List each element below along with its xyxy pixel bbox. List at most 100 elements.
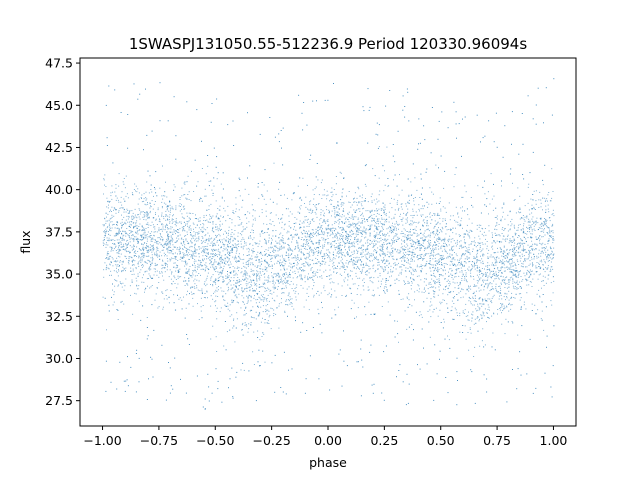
data-point [137, 238, 139, 240]
data-point [158, 282, 160, 283]
data-point [411, 254, 413, 256]
data-point [543, 221, 545, 223]
data-point [385, 281, 387, 283]
data-point [519, 244, 521, 246]
data-point [545, 251, 547, 253]
data-point [293, 265, 295, 267]
data-point [244, 322, 246, 324]
data-point [495, 256, 497, 258]
data-point [334, 290, 336, 292]
data-point [282, 391, 284, 393]
data-point [378, 241, 380, 243]
data-point [120, 246, 122, 248]
data-point [383, 399, 385, 401]
data-point [107, 200, 109, 202]
data-point [516, 287, 518, 289]
data-point [369, 224, 371, 226]
data-point [408, 231, 410, 233]
data-point [169, 258, 171, 260]
data-point [283, 268, 285, 270]
data-point [438, 248, 440, 250]
data-point [166, 196, 168, 198]
data-point [199, 197, 201, 199]
data-point [358, 285, 360, 287]
data-point [366, 247, 368, 249]
data-point [145, 234, 147, 236]
data-point [198, 238, 200, 240]
data-point [545, 254, 546, 256]
data-point [198, 220, 200, 222]
data-point [386, 290, 388, 292]
data-point [348, 260, 350, 262]
data-point [301, 222, 303, 224]
data-point [355, 275, 357, 277]
data-point [303, 306, 305, 308]
data-point [196, 249, 198, 251]
data-point [142, 247, 144, 249]
data-point [219, 258, 220, 260]
data-point [438, 279, 440, 281]
data-point [395, 220, 397, 222]
data-point [145, 197, 147, 199]
data-point [512, 248, 514, 250]
data-point [535, 190, 537, 192]
data-point [524, 259, 526, 261]
data-point [308, 273, 309, 275]
data-point [229, 239, 231, 240]
data-point [495, 242, 497, 244]
data-point [166, 231, 168, 233]
data-point [261, 230, 263, 232]
data-point [147, 217, 149, 219]
data-point [216, 156, 218, 158]
data-point [409, 224, 411, 226]
data-point [279, 255, 281, 257]
data-point [386, 243, 388, 245]
data-point [283, 247, 285, 249]
data-point [552, 365, 554, 367]
data-point [455, 221, 457, 223]
data-point [285, 254, 287, 256]
data-point [165, 265, 166, 266]
data-point [456, 241, 458, 243]
data-point [349, 256, 351, 257]
data-point [267, 322, 269, 324]
data-point [392, 255, 394, 257]
data-point [141, 260, 143, 262]
data-point [310, 208, 312, 210]
data-point [154, 265, 156, 267]
data-point [294, 292, 296, 294]
data-point [205, 238, 207, 240]
data-point [245, 244, 247, 246]
data-point [425, 265, 427, 267]
data-point [330, 203, 332, 205]
data-point [256, 278, 258, 280]
data-point [194, 259, 196, 261]
data-point [430, 255, 432, 256]
data-point [341, 238, 342, 239]
data-point [253, 273, 255, 275]
data-point [474, 318, 476, 320]
data-point [131, 192, 133, 194]
data-point [437, 263, 438, 265]
data-point [460, 257, 462, 259]
data-point [391, 256, 393, 258]
data-point [254, 219, 256, 221]
data-point [330, 278, 332, 280]
data-point [242, 230, 244, 232]
data-point [439, 358, 440, 360]
data-point [509, 249, 511, 250]
data-point [320, 226, 322, 228]
data-point [282, 274, 284, 276]
data-point [422, 234, 424, 236]
data-point [539, 268, 541, 270]
data-point [141, 264, 143, 266]
data-point [153, 203, 155, 205]
data-point [105, 222, 107, 224]
data-point [190, 286, 192, 288]
data-point [429, 268, 431, 270]
data-point [266, 267, 268, 269]
data-point [282, 283, 284, 285]
data-point [136, 349, 138, 351]
data-point [479, 274, 481, 276]
